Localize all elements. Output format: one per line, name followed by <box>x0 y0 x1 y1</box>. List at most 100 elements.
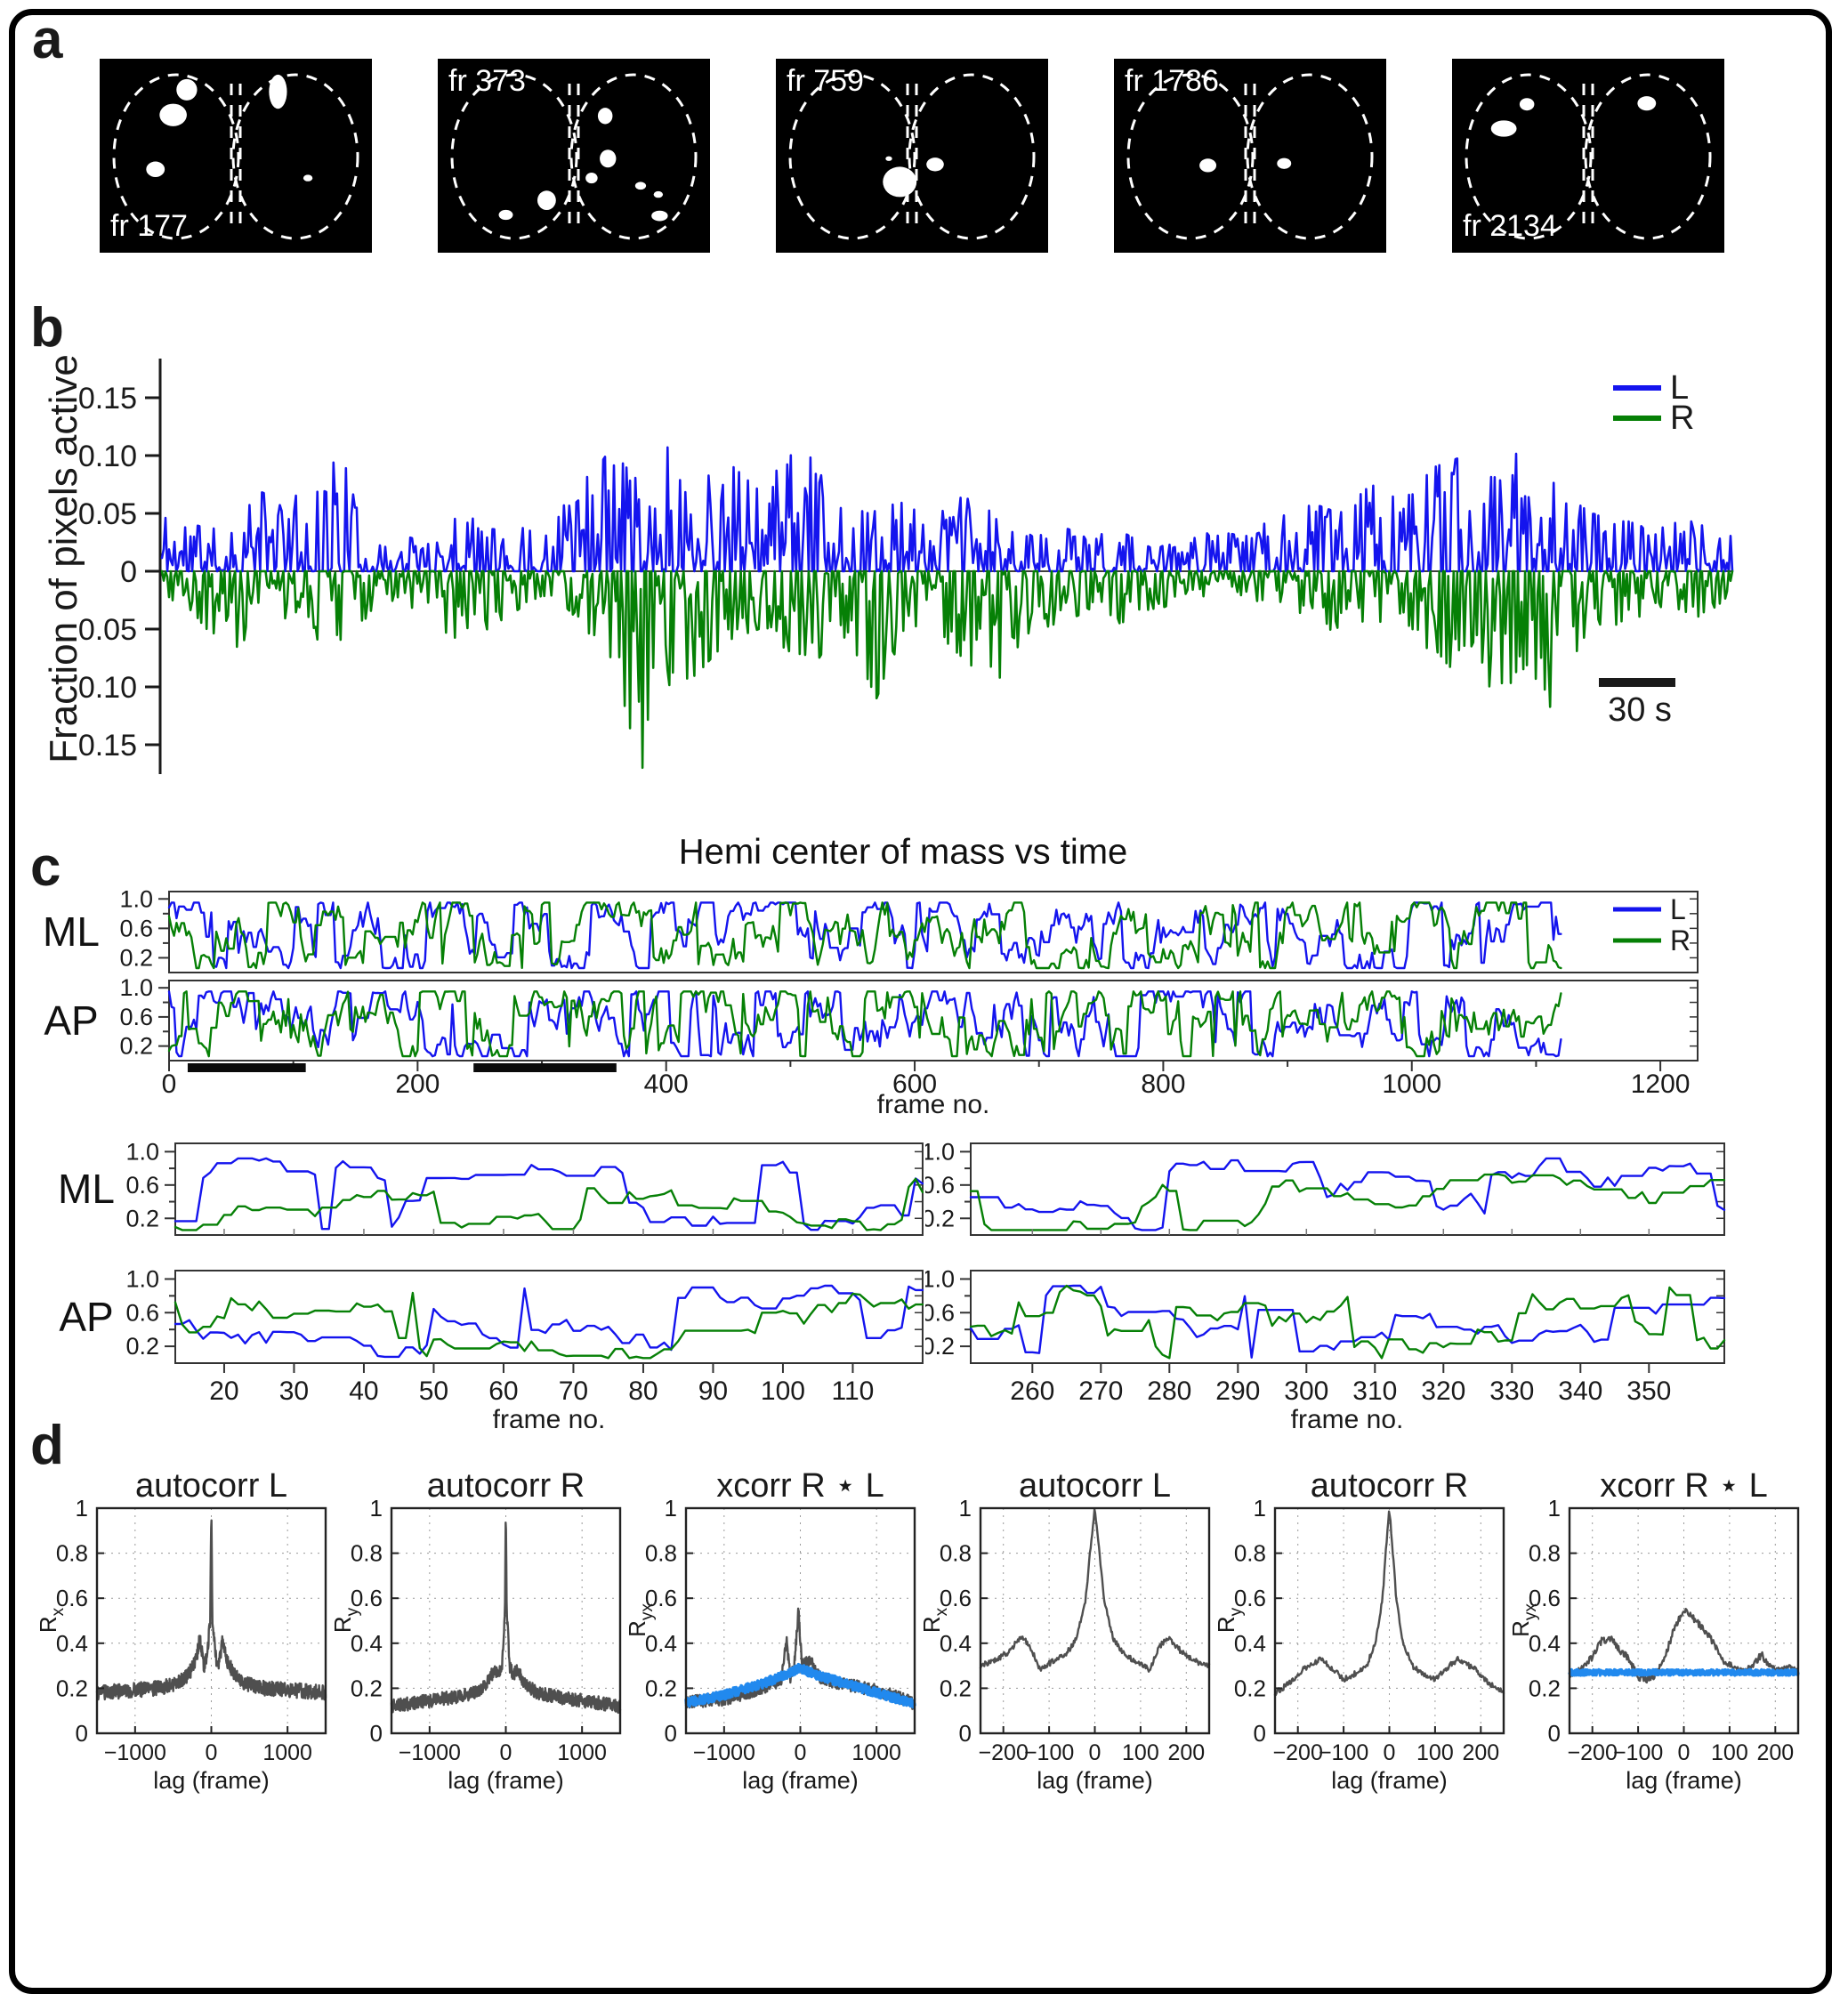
y-axis-label: Ry <box>1215 1607 1246 1633</box>
x-tick-label: 0 <box>1678 1740 1691 1765</box>
plot-box <box>174 1270 924 1364</box>
x-tick-label: 270 <box>1078 1376 1123 1406</box>
active-pixel-blob <box>651 210 668 222</box>
y-tick-label: 0.15 <box>78 382 137 416</box>
x-axis-label: lag (frame) <box>448 1767 564 1794</box>
x-tick-label: 300 <box>1284 1376 1328 1406</box>
frame-number-label: fr 759 <box>787 64 864 98</box>
x-tick-label: 340 <box>1558 1376 1602 1406</box>
panel-label-d: d <box>30 1415 64 1476</box>
left-hemisphere-outline <box>450 73 578 240</box>
x-tick-label: 200 <box>395 1070 440 1099</box>
y-tick-label: 1 <box>1254 1495 1266 1522</box>
x-tick-label: 0 <box>162 1070 177 1099</box>
x-tick-label: 90 <box>698 1376 728 1406</box>
series-R-AP <box>969 1284 1726 1360</box>
brain-map-svg <box>1126 73 1374 240</box>
y-tick-label: 0 <box>959 1720 972 1747</box>
panel-c-title: Hemi center of mass vs time <box>678 832 1128 872</box>
active-pixel-blob <box>634 182 647 190</box>
activity-frame-5: fr 2134 <box>1452 59 1724 253</box>
xcorr-narrow-chart: 0 0.2 0.4 0.6 0.8 1 −200−100 0 100 200 xcorr R ⋆ L… <box>1509 1467 1800 1794</box>
activity-frame-4: fr 1786 <box>1114 59 1386 253</box>
y-tick-label: 0.6 <box>119 1004 153 1030</box>
legend-label-R: R <box>1670 924 1691 957</box>
y-tick-label: 0 <box>665 1720 677 1747</box>
zoom-region-bar-2 <box>473 1063 617 1072</box>
y-tick-label: 0.4 <box>56 1630 88 1657</box>
plot-box <box>979 1506 1211 1735</box>
active-pixel-blob <box>176 78 198 101</box>
x-tick-label: 30 <box>279 1376 309 1406</box>
y-tick-label: 0.8 <box>56 1540 88 1567</box>
brain-map-svg <box>1465 73 1712 240</box>
plot-box <box>970 1142 1725 1236</box>
x-axis-label: frame no. <box>493 1405 606 1428</box>
grid <box>980 1508 1209 1733</box>
active-pixel-blob <box>883 166 917 198</box>
y-tick-label: 0.2 <box>925 1205 955 1231</box>
y-tick-label: 0 <box>1254 1720 1266 1747</box>
y-tick-label: 0.2 <box>119 944 153 971</box>
y-tick-label: 0.2 <box>1234 1675 1266 1701</box>
x-tick-label: 1200 <box>1631 1070 1691 1099</box>
chart-title: xcorr R ⋆ L <box>716 1467 884 1505</box>
x-tick-label: 0 <box>1089 1740 1102 1765</box>
chart-title: xcorr R ⋆ L <box>1600 1467 1767 1505</box>
y-tick-label: 0.2 <box>125 1333 159 1360</box>
y-tick-label: 0.6 <box>645 1585 677 1611</box>
com-box-AP: 0.2 0.6 1.0 <box>125 1265 924 1364</box>
left-hemisphere-outline <box>788 73 916 240</box>
x-tick-label: 100 <box>1122 1740 1159 1765</box>
x-tick-label: 0 <box>795 1740 807 1765</box>
row-label-ap-main: AP <box>44 997 99 1044</box>
x-tick-label: 50 <box>419 1376 448 1406</box>
right-hemisphere-outline <box>569 73 698 240</box>
x-tick-label: 80 <box>628 1376 658 1406</box>
plot-box <box>174 1142 924 1236</box>
active-pixel-blob <box>585 172 598 184</box>
series-R-ML <box>969 1173 1726 1231</box>
x-tick-label: −100 <box>1319 1740 1368 1765</box>
legend-label-R: R <box>1670 400 1694 437</box>
x-tick-label: 1000 <box>1382 1070 1441 1099</box>
active-pixel-blob <box>885 156 892 161</box>
series-R-ML <box>174 1177 924 1231</box>
chart-title: autocorr R <box>427 1467 585 1505</box>
com-box-ML: 0.2 0.6 1.0 <box>125 1138 924 1236</box>
chart-title: autocorr R <box>1311 1467 1468 1505</box>
series-L-ML <box>167 901 1562 970</box>
active-pixel-blob <box>926 157 944 172</box>
x-tick-label: 20 <box>209 1376 238 1406</box>
x-axis-label: lag (frame) <box>1331 1767 1448 1794</box>
brain-map-svg <box>112 73 359 240</box>
x-tick-label: 200 <box>1756 1740 1794 1765</box>
series-L <box>160 446 1734 573</box>
x-axis-label: lag (frame) <box>1037 1767 1153 1794</box>
y-tick-label: 1 <box>665 1495 677 1522</box>
series-R <box>160 569 1734 770</box>
x-tick-label: 0 <box>206 1740 218 1765</box>
y-tick-label: 0 <box>1548 1720 1561 1747</box>
y-tick-label: 1.0 <box>925 1265 955 1292</box>
y-tick-label: 1.0 <box>119 974 153 1001</box>
active-pixel-blob <box>1519 98 1535 111</box>
panel-b-ylabel: Fraction of pixels active <box>42 354 85 763</box>
y-tick-label: 0.6 <box>125 1172 159 1199</box>
legend-label-L: L <box>1670 893 1686 925</box>
legend: LR <box>1613 893 1691 957</box>
zoom-region-bar-1 <box>187 1063 306 1072</box>
y-tick-label: 0.4 <box>645 1630 677 1657</box>
activity-frame-2: fr 373 <box>438 59 710 253</box>
y-tick-label: 1 <box>959 1495 972 1522</box>
fraction-active-chart: 0.15 0.10 0.05 0 0.05 0.10 0.15 LR 30 s <box>78 359 1734 774</box>
y-tick-label: 0.4 <box>1529 1630 1561 1657</box>
series-shuffled <box>684 1662 916 1709</box>
row-label-ml-zoom: ML <box>58 1166 115 1212</box>
y-tick-label: 0.05 <box>78 613 137 647</box>
autocorr-r-narrow-chart: 0 0.2 0.4 0.6 0.8 1 −200−100 0 100 200 autocorr R l… <box>1215 1467 1505 1794</box>
active-pixel-blob <box>537 190 556 211</box>
active-pixel-blob <box>146 161 165 177</box>
x-tick-label: 290 <box>1215 1376 1260 1406</box>
x-tick-label: −200 <box>1568 1740 1618 1765</box>
